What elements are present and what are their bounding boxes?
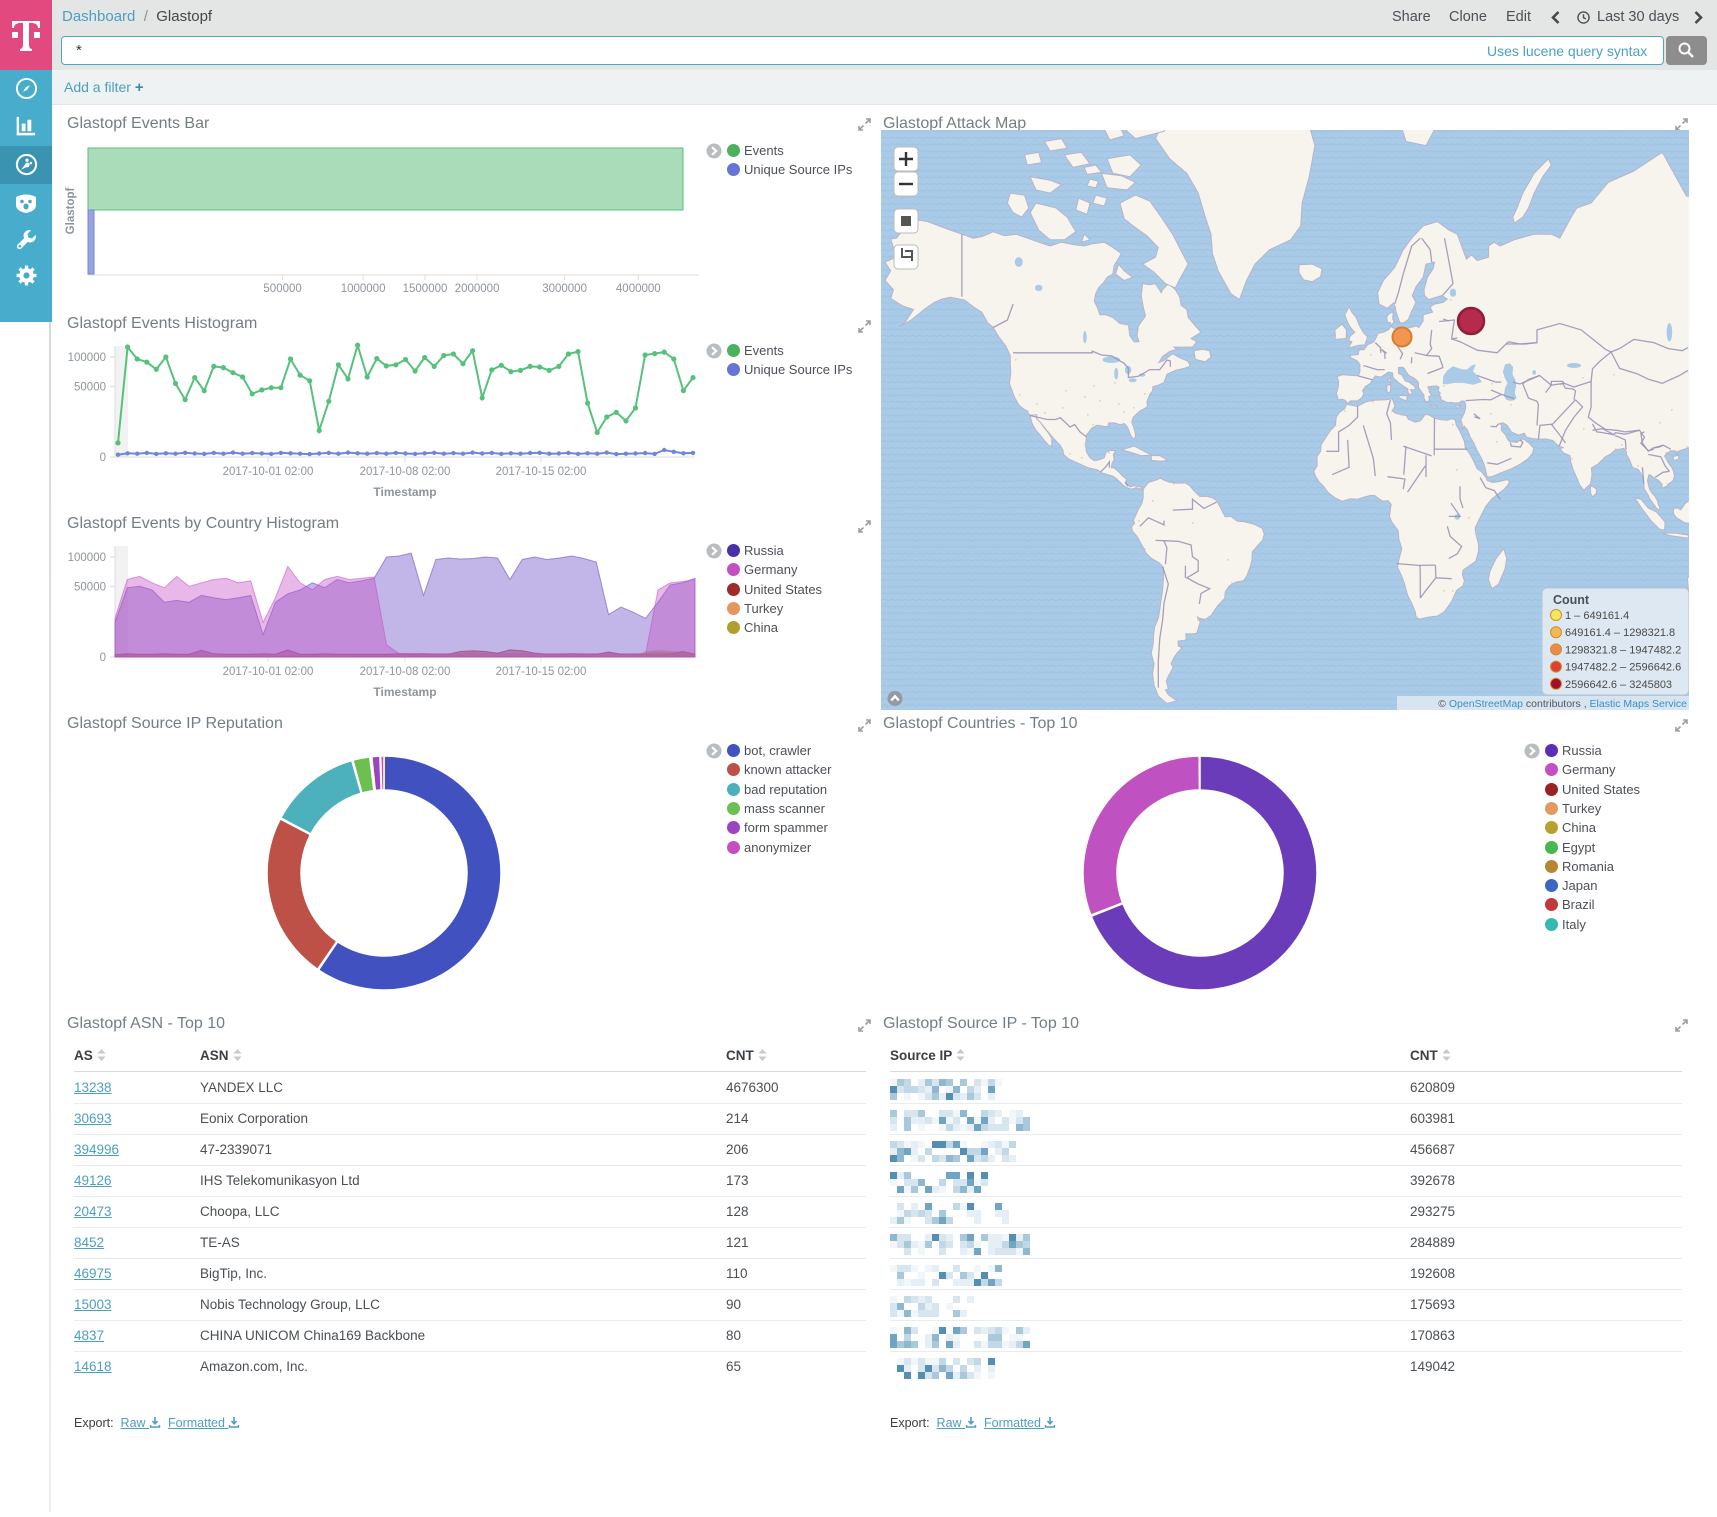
svg-text:2017-10-01 02:00: 2017-10-01 02:00	[223, 666, 314, 678]
svg-text:2017-10-08 02:00: 2017-10-08 02:00	[360, 466, 451, 478]
svg-text:649161.4 – 1298321.8: 649161.4 – 1298321.8	[1565, 627, 1675, 639]
svg-text:100000: 100000	[68, 552, 106, 564]
svg-text:Count: Count	[1553, 593, 1590, 607]
svg-text:1000000: 1000000	[341, 283, 386, 295]
svg-text:Glastopf: Glastopf	[65, 188, 77, 235]
svg-text:2017-10-15 02:00: 2017-10-15 02:00	[496, 666, 587, 678]
svg-text:100000: 100000	[68, 352, 106, 364]
svg-text:© OpenStreetMap contributors ,: © OpenStreetMap contributors , Elastic M…	[1438, 698, 1687, 710]
svg-text:0: 0	[100, 652, 106, 664]
svg-text:50000: 50000	[74, 581, 106, 593]
svg-text:0: 0	[100, 452, 106, 464]
svg-text:2017-10-15 02:00: 2017-10-15 02:00	[496, 466, 587, 478]
svg-text:2596642.6 – 3245803: 2596642.6 – 3245803	[1565, 679, 1672, 691]
svg-text:2017-10-08 02:00: 2017-10-08 02:00	[360, 666, 451, 678]
svg-text:3000000: 3000000	[542, 283, 587, 295]
svg-text:Timestamp: Timestamp	[373, 685, 436, 699]
svg-text:1298321.8 – 1947482.2: 1298321.8 – 1947482.2	[1565, 644, 1681, 656]
svg-text:50000: 50000	[74, 381, 106, 393]
svg-text:1500000: 1500000	[403, 283, 448, 295]
svg-text:1 – 649161.4: 1 – 649161.4	[1565, 610, 1629, 622]
svg-text:1947482.2 – 2596642.6: 1947482.2 – 2596642.6	[1565, 662, 1681, 674]
svg-text:2000000: 2000000	[455, 283, 500, 295]
svg-text:Timestamp: Timestamp	[373, 485, 436, 499]
svg-text:2017-10-01 02:00: 2017-10-01 02:00	[223, 466, 314, 478]
svg-text:4000000: 4000000	[616, 283, 661, 295]
svg-text:500000: 500000	[263, 283, 301, 295]
